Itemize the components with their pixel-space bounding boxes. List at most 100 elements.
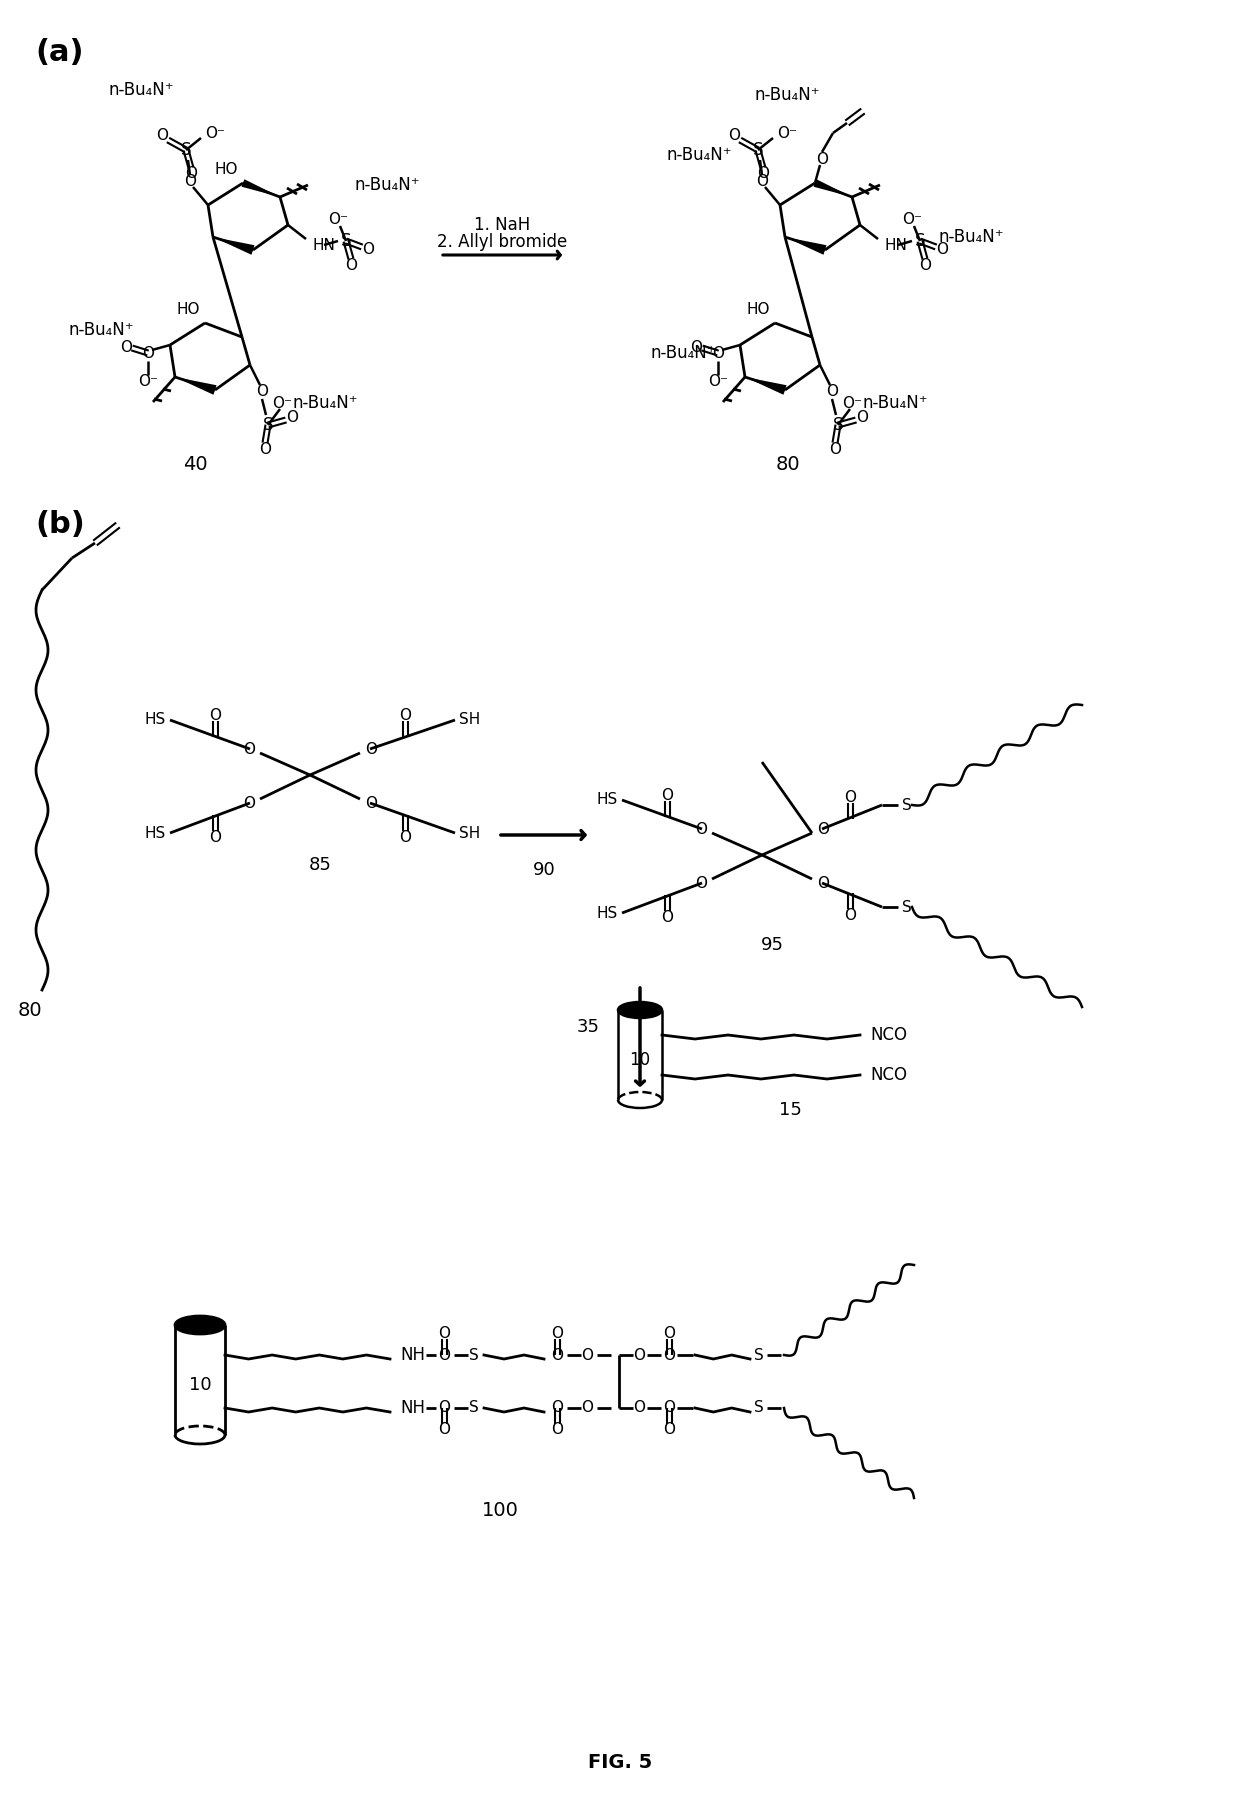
Text: n-Bu₄N⁺: n-Bu₄N⁺ [355,176,420,194]
Text: n-Bu₄N⁺: n-Bu₄N⁺ [108,81,174,99]
Text: NH: NH [401,1400,425,1418]
Text: O: O [210,830,221,845]
Text: O: O [243,742,255,757]
Text: HO: HO [746,302,770,316]
Text: n-Bu₄N⁺: n-Bu₄N⁺ [937,228,1003,246]
Text: n-Bu₄N⁺: n-Bu₄N⁺ [68,322,134,340]
Text: 15: 15 [779,1102,801,1120]
Text: O: O [817,821,830,836]
Text: O: O [756,167,769,181]
Text: 35: 35 [577,1017,600,1037]
Text: HN: HN [884,237,906,253]
Text: O: O [844,907,856,922]
Text: NH: NH [401,1346,425,1364]
Text: 2. Allyl bromide: 2. Allyl bromide [436,234,567,252]
Text: O: O [438,1423,450,1438]
Text: n-Bu₄N⁺: n-Bu₄N⁺ [650,343,715,361]
Text: HN: HN [312,237,335,253]
Text: O: O [259,442,272,458]
Text: O: O [817,875,830,891]
Text: O: O [551,1423,563,1438]
Text: O: O [120,340,131,354]
Text: O: O [663,1400,675,1416]
Text: 85: 85 [309,855,331,873]
Text: O: O [210,708,221,722]
Text: O⁻: O⁻ [138,374,157,388]
Ellipse shape [175,1315,224,1333]
Text: O: O [816,151,828,167]
Text: n-Bu₄N⁺: n-Bu₄N⁺ [666,146,732,164]
Text: SH: SH [459,825,480,841]
Polygon shape [213,237,254,255]
Text: 80: 80 [17,1001,42,1019]
Text: HS: HS [145,712,166,728]
Text: S: S [901,798,911,812]
Text: 80: 80 [776,455,800,474]
Text: O: O [728,129,740,144]
Text: O: O [632,1348,645,1362]
Text: 10: 10 [630,1051,651,1069]
Text: O: O [936,241,949,257]
Polygon shape [175,377,217,395]
Text: O: O [365,796,377,810]
Text: n-Bu₄N⁺: n-Bu₄N⁺ [862,394,928,412]
Text: O: O [286,410,298,426]
Text: O: O [551,1400,563,1416]
Text: FIG. 5: FIG. 5 [588,1752,652,1772]
Text: S: S [469,1400,479,1416]
Polygon shape [242,180,280,198]
Text: O: O [365,742,377,757]
Text: HS: HS [596,792,618,807]
Text: O: O [661,787,673,803]
Text: S: S [753,140,764,158]
Text: O: O [399,830,410,845]
Text: (a): (a) [35,38,83,66]
Text: 40: 40 [182,455,207,474]
Text: O: O [582,1400,593,1416]
Text: HO: HO [215,162,238,176]
Text: S: S [901,900,911,915]
Text: O: O [438,1348,450,1362]
Text: n-Bu₄N⁺: n-Bu₄N⁺ [291,394,357,412]
Polygon shape [813,180,852,198]
Text: O⁻: O⁻ [708,374,728,388]
Text: HO: HO [176,302,200,316]
Text: 10: 10 [188,1377,211,1394]
Ellipse shape [618,1003,662,1017]
Text: O: O [345,259,357,273]
Text: O: O [663,1326,675,1341]
Text: HS: HS [145,825,166,841]
Text: O⁻: O⁻ [901,212,923,226]
Text: O: O [438,1400,450,1416]
Text: O⁻: O⁻ [329,212,348,226]
Text: S: S [341,232,351,250]
Text: O: O [919,259,931,273]
Polygon shape [745,377,786,395]
Text: NCO: NCO [870,1026,906,1044]
Text: O: O [661,909,673,924]
Text: S: S [263,415,273,435]
Text: O: O [694,821,707,836]
Text: O: O [830,442,841,458]
Text: O: O [663,1423,675,1438]
Text: O: O [689,340,702,354]
Text: O: O [399,708,410,722]
Text: O⁻: O⁻ [272,395,291,410]
Text: S: S [754,1348,764,1362]
Text: O: O [184,174,196,189]
Text: 1. NaH: 1. NaH [474,216,531,234]
Text: 90: 90 [533,861,556,879]
Text: O: O [156,129,167,144]
Text: S: S [181,140,191,158]
Text: (b): (b) [35,510,84,539]
Text: O: O [826,385,838,399]
Text: O: O [856,410,868,426]
Text: S: S [833,415,843,435]
Text: O: O [756,174,768,189]
Text: O⁻: O⁻ [842,395,862,410]
Text: S: S [469,1348,479,1362]
Text: O⁻: O⁻ [777,126,797,142]
Text: O: O [362,241,374,257]
Text: O⁻: O⁻ [205,126,224,142]
Text: S: S [915,232,925,250]
